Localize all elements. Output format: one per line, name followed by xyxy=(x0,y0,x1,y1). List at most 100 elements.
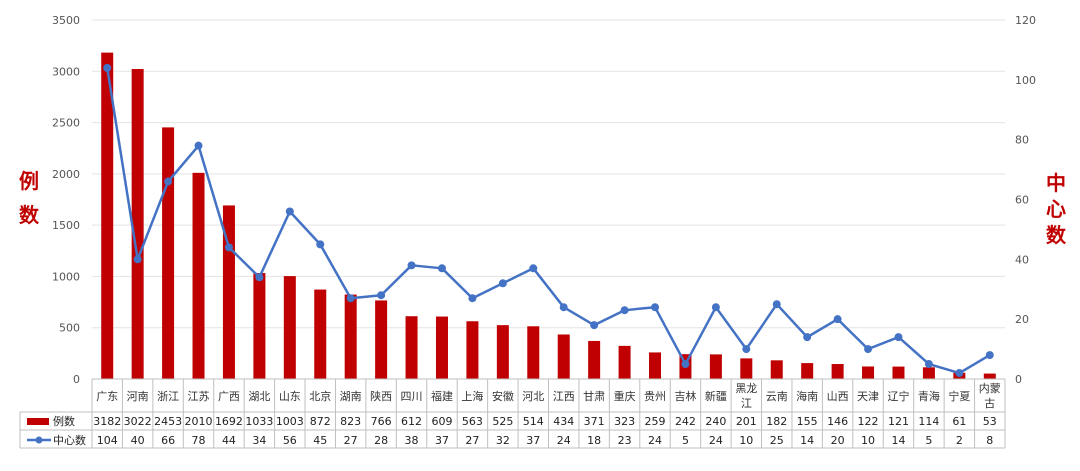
line-point xyxy=(285,207,294,216)
table-value: 2453 xyxy=(154,415,182,428)
category-label: 宁夏 xyxy=(948,389,970,403)
table-value: 242 xyxy=(675,415,696,428)
category-label: 江苏 xyxy=(188,390,210,403)
line-point xyxy=(894,333,903,342)
category-label: 海南 xyxy=(796,389,818,403)
category-label: 山西 xyxy=(827,390,849,403)
bar xyxy=(801,363,814,379)
table-value: 434 xyxy=(553,415,574,428)
category-label: 山东 xyxy=(279,390,301,403)
table-value: 612 xyxy=(401,415,422,428)
left-axis-title-char: 数 xyxy=(19,203,40,227)
table-value: 37 xyxy=(526,434,540,447)
line-point xyxy=(924,360,933,369)
category-label: 安徽 xyxy=(492,389,514,403)
line-point xyxy=(529,264,538,273)
table-value: 2010 xyxy=(185,415,213,428)
category-label: 湖南 xyxy=(340,390,362,403)
category-label: 黑龙 xyxy=(735,382,757,395)
right-axis-tick-label: 60 xyxy=(1015,194,1029,207)
bar xyxy=(283,276,296,379)
table-value: 10 xyxy=(739,434,753,447)
line-point xyxy=(651,303,660,312)
table-value: 44 xyxy=(222,434,236,447)
category-label: 北京 xyxy=(309,389,331,403)
legend-label: 中心数 xyxy=(53,434,86,447)
left-axis-tick-label: 0 xyxy=(73,373,80,386)
line-point xyxy=(620,306,629,315)
bar xyxy=(101,52,114,380)
table-value: 563 xyxy=(462,415,483,428)
table-value: 323 xyxy=(614,415,635,428)
line-point xyxy=(164,177,173,186)
table-value: 3022 xyxy=(124,415,152,428)
category-label: 浙江 xyxy=(157,390,179,403)
table-value: 5 xyxy=(925,434,932,447)
table-value: 14 xyxy=(800,434,814,447)
table-value: 182 xyxy=(766,415,787,428)
table-value: 259 xyxy=(645,415,666,428)
bar xyxy=(892,366,905,379)
table-value: 1033 xyxy=(245,415,273,428)
category-label: 湖北 xyxy=(248,390,270,403)
line-point xyxy=(346,294,355,303)
category-label: 河北 xyxy=(522,390,544,403)
bar xyxy=(162,127,175,379)
table-value: 514 xyxy=(523,415,544,428)
bar xyxy=(466,321,479,379)
table-value: 28 xyxy=(374,434,388,447)
table-value: 78 xyxy=(192,434,206,447)
table-value: 25 xyxy=(770,434,784,447)
left-axis-tick-label: 2000 xyxy=(52,168,80,181)
category-label: 内蒙 xyxy=(979,381,1001,395)
table-value: 121 xyxy=(888,415,909,428)
category-label: 广西 xyxy=(218,390,240,403)
right-axis-tick-label: 100 xyxy=(1015,74,1036,87)
category-label: 云南 xyxy=(766,390,788,403)
line-point xyxy=(985,351,994,360)
table-value: 201 xyxy=(736,415,757,428)
line-point xyxy=(742,345,751,354)
category-label: 重庆 xyxy=(614,389,636,403)
line-point xyxy=(803,333,812,342)
bar xyxy=(983,373,996,379)
table-value: 18 xyxy=(587,434,601,447)
table-value: 2 xyxy=(956,434,963,447)
line-point xyxy=(711,303,720,312)
right-axis-tick-label: 20 xyxy=(1015,313,1029,326)
table-value: 23 xyxy=(618,434,632,447)
table-value: 155 xyxy=(797,415,818,428)
line-point xyxy=(316,240,325,249)
bar xyxy=(862,366,875,379)
legend-label: 例数 xyxy=(53,414,75,428)
table-value: 38 xyxy=(405,434,419,447)
bar xyxy=(557,334,570,379)
category-label: 吉林 xyxy=(674,389,696,403)
line-point xyxy=(590,321,599,330)
line-point xyxy=(833,315,842,324)
legend-swatch-point xyxy=(35,436,43,444)
category-label: 古 xyxy=(984,397,995,410)
line-point xyxy=(407,261,416,270)
line-point xyxy=(864,345,873,354)
category-label: 辽宁 xyxy=(887,389,909,403)
bar xyxy=(314,289,327,379)
right-axis-title-char: 中 xyxy=(1046,171,1066,195)
line-point xyxy=(103,63,112,72)
category-label: 天津 xyxy=(857,390,879,403)
line-point xyxy=(468,294,477,303)
table-value: 1692 xyxy=(215,415,243,428)
line-point xyxy=(194,141,203,150)
right-axis-tick-label: 0 xyxy=(1015,373,1022,386)
category-label: 陕西 xyxy=(370,389,392,403)
left-axis-tick-label: 500 xyxy=(59,322,80,335)
right-axis-tick-label: 120 xyxy=(1015,14,1036,27)
line-point xyxy=(559,303,568,312)
category-label: 广东 xyxy=(96,390,118,403)
line-point xyxy=(255,273,264,282)
left-axis-title-char: 例 xyxy=(19,169,39,193)
right-axis-tick-label: 80 xyxy=(1015,134,1029,147)
table-value: 24 xyxy=(648,434,662,447)
